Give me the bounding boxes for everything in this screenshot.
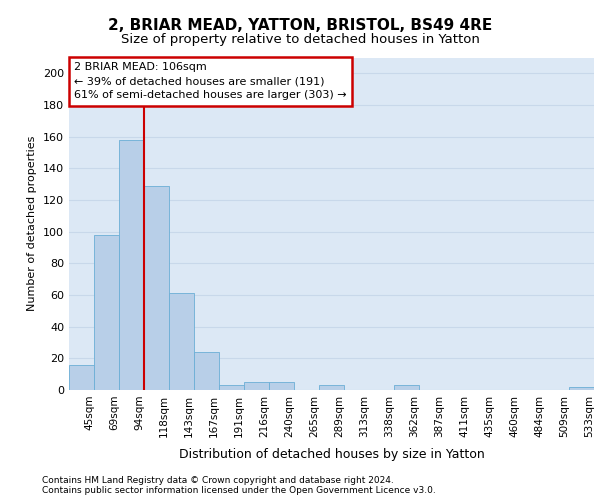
Bar: [219, 385, 244, 390]
Text: Contains public sector information licensed under the Open Government Licence v3: Contains public sector information licen…: [42, 486, 436, 495]
Bar: [169, 294, 194, 390]
Bar: [94, 235, 119, 390]
Text: 2 BRIAR MEAD: 106sqm
← 39% of detached houses are smaller (191)
61% of semi-deta: 2 BRIAR MEAD: 106sqm ← 39% of detached h…: [74, 62, 347, 100]
X-axis label: Distribution of detached houses by size in Yatton: Distribution of detached houses by size …: [179, 448, 484, 461]
Bar: [319, 385, 344, 390]
Bar: [194, 352, 219, 390]
Bar: [69, 364, 94, 390]
Y-axis label: Number of detached properties: Number of detached properties: [28, 136, 37, 312]
Bar: [394, 385, 419, 390]
Text: Contains HM Land Registry data © Crown copyright and database right 2024.: Contains HM Land Registry data © Crown c…: [42, 476, 394, 485]
Bar: [144, 186, 169, 390]
Bar: [244, 382, 269, 390]
Bar: [119, 140, 144, 390]
Text: Size of property relative to detached houses in Yatton: Size of property relative to detached ho…: [121, 32, 479, 46]
Text: 2, BRIAR MEAD, YATTON, BRISTOL, BS49 4RE: 2, BRIAR MEAD, YATTON, BRISTOL, BS49 4RE: [108, 18, 492, 32]
Bar: [269, 382, 294, 390]
Bar: [569, 387, 594, 390]
